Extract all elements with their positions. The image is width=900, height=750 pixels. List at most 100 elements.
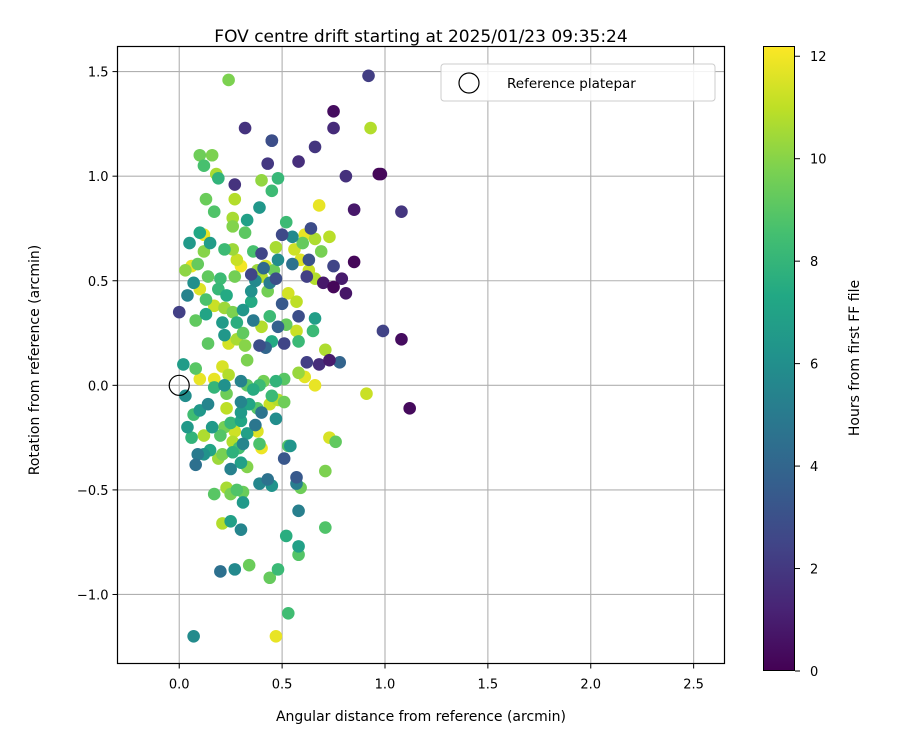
scatter-point (253, 339, 266, 352)
scatter-point (253, 201, 266, 214)
scatter-point (372, 167, 386, 181)
scatter-point (314, 245, 328, 258)
scatter-point (327, 259, 340, 273)
scatter-point (319, 343, 332, 357)
scatter-point (238, 226, 252, 239)
scatter-point (201, 397, 215, 411)
scatter-point (347, 255, 361, 269)
scatter-point (193, 148, 207, 162)
scatter-point (203, 236, 217, 250)
scatter-point (275, 297, 289, 311)
scatter-point (207, 205, 221, 219)
scatter-point (308, 140, 322, 154)
scatter-point (296, 236, 309, 250)
scatter-point (189, 458, 202, 472)
x-tick-label: 1.5 (478, 678, 499, 693)
scatter-point (269, 630, 283, 643)
scatter-point (308, 232, 322, 246)
scatter-point (339, 287, 353, 300)
scatter-point (214, 429, 227, 442)
scatter-point (181, 289, 194, 302)
scatter-point (247, 314, 260, 327)
scatter-point (234, 406, 248, 419)
scatter-point (316, 276, 330, 290)
scatter-point (218, 328, 231, 342)
scatter-point (360, 387, 373, 400)
scatter-point (327, 105, 340, 118)
scatter-point (230, 483, 244, 497)
scatter-point (185, 431, 198, 444)
scatter-point (238, 339, 252, 352)
scatter-point (319, 464, 332, 478)
scatter-point (216, 448, 229, 461)
scatter-point (255, 247, 268, 260)
scatter-point (292, 310, 305, 323)
scatter-point (290, 471, 303, 484)
scatter-point (212, 171, 225, 185)
scatter-point (222, 73, 235, 87)
x-tick-label: 1.0 (375, 678, 396, 693)
scatter-point (263, 310, 277, 323)
scatter-point (179, 263, 192, 277)
scatter-point (199, 192, 213, 206)
colorbar-tick-label: 12 (810, 50, 827, 65)
legend-label-reference: Reference platepar (507, 76, 636, 92)
scatter-point (292, 504, 305, 518)
colorbar-tick-label: 6 (810, 358, 818, 373)
scatter-point (300, 356, 314, 369)
scatter-point (187, 276, 200, 290)
scatter-point (279, 529, 293, 543)
scatter-point (244, 268, 258, 281)
y-tick-label: −0.5 (77, 484, 109, 499)
scatter-point (183, 236, 196, 250)
colorbar-tick-label: 4 (810, 460, 818, 475)
scatter-point (319, 521, 332, 534)
scatter-point (226, 220, 240, 233)
legend-marker-reference (458, 72, 480, 94)
scatter-point (191, 448, 205, 461)
scatter-point (242, 558, 256, 572)
scatter-point (240, 213, 254, 227)
scatter-point (234, 456, 248, 470)
scatter-point (222, 368, 235, 382)
scatter-point (224, 416, 237, 430)
scatter-point (230, 316, 244, 329)
plot-frame (116, 45, 726, 665)
scatter-point (292, 155, 305, 168)
scatter-point (228, 192, 242, 206)
scatter-point (244, 284, 258, 298)
scatter-point (333, 356, 347, 369)
scatter-point (228, 563, 242, 576)
y-axis-ticks: −1.0 −0.5 0.0 0.5 1.0 1.5 (77, 66, 118, 603)
scatter-point (253, 437, 266, 451)
scatter-point (199, 307, 213, 321)
scatter-point (261, 157, 275, 170)
scatter-point (201, 337, 215, 350)
scatter-point (265, 134, 279, 147)
scatter-point (362, 69, 375, 83)
colorbar-tick-label: 8 (810, 255, 818, 270)
scatter-point (257, 261, 270, 275)
scatter-point (265, 184, 279, 198)
scatter-point (395, 333, 408, 346)
scatter-point (216, 316, 229, 329)
scatter-point (228, 178, 242, 191)
scatter-point (335, 272, 349, 285)
colorbar-ticks: 0 2 4 6 8 10 12 (795, 50, 827, 680)
scatter-point (327, 280, 340, 294)
scatter-point (277, 452, 291, 465)
scatter-point (339, 169, 353, 183)
scatter-point (308, 379, 322, 392)
scatter-point (236, 326, 250, 340)
scatter-point (201, 270, 215, 283)
scatter-point (207, 487, 221, 501)
scatter-point (240, 427, 254, 440)
scatter-point (205, 148, 219, 162)
x-axis-ticks: 0.0 0.5 1.0 1.5 2.0 2.5 (169, 663, 704, 693)
x-tick-label: 2.0 (580, 678, 601, 693)
scatter-point (224, 514, 237, 528)
scatter-point (172, 305, 186, 319)
scatter-point (286, 230, 299, 244)
scatter-point (220, 289, 233, 302)
